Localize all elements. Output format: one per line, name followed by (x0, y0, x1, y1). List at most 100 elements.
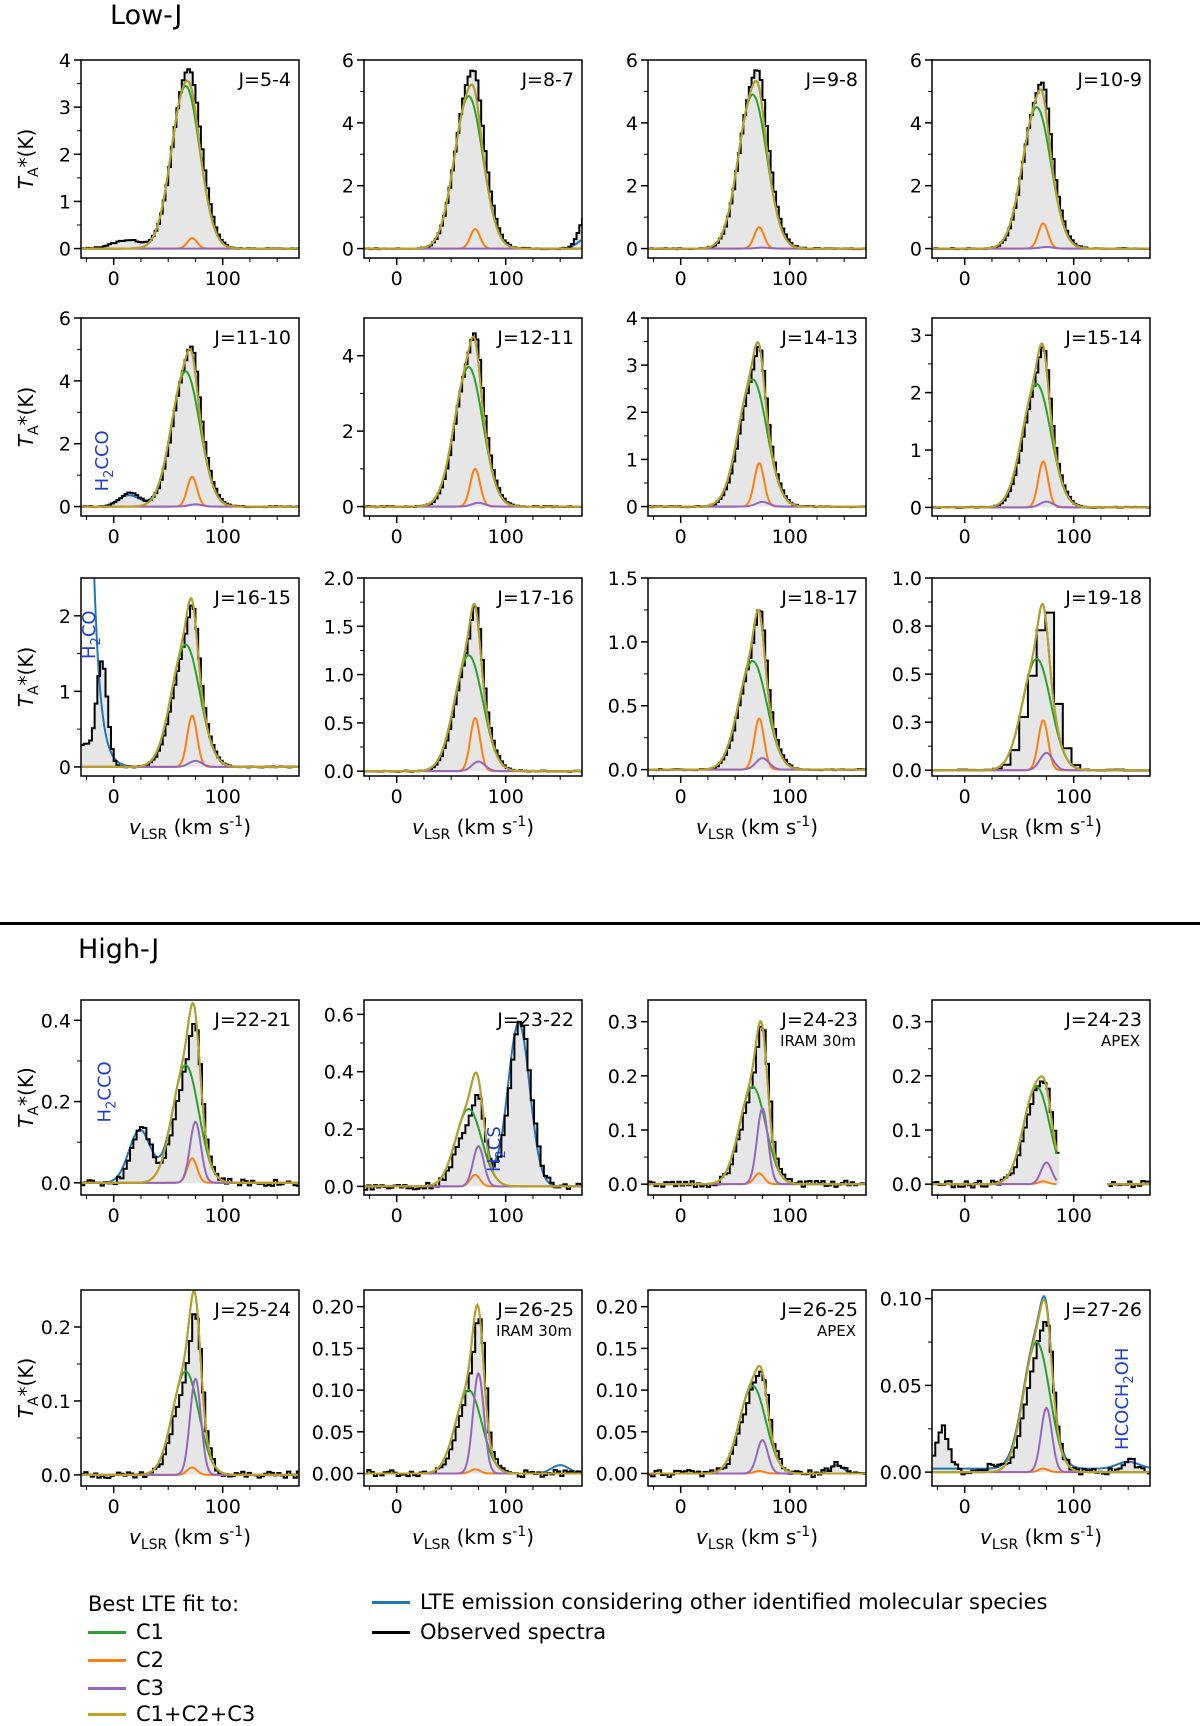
y-tick-label: 0.5 (608, 696, 638, 718)
y-tick-label: 2 (910, 176, 922, 198)
y-tick-label: 0 (910, 239, 922, 261)
y-tick-label: 0.10 (312, 1380, 354, 1402)
panel-title: J=10-9 (1076, 69, 1142, 91)
x-tick-label: 100 (488, 268, 524, 290)
x-tick-label: 0 (959, 526, 971, 548)
total-fit-line (81, 347, 299, 508)
total-fit-line (364, 1303, 582, 1475)
y-tick-label: 0.0 (324, 1176, 354, 1198)
y-tick-label: 0.1 (892, 1120, 922, 1142)
y-tick-label: 2 (626, 402, 638, 424)
y-tick-label: 0.2 (41, 1317, 71, 1339)
x-tick-label: 0 (391, 1205, 403, 1227)
x-tick-label: 100 (488, 786, 524, 808)
panel-frame (363, 577, 583, 777)
panel-frame (647, 999, 867, 1196)
observed-spectrum (364, 1318, 582, 1478)
x-tick-label: 100 (1056, 526, 1092, 548)
x-tick-label: 100 (1056, 786, 1092, 808)
panel-title: J=8-7 (520, 69, 574, 91)
y-tick-label: 4 (342, 346, 354, 368)
total-fit-line (81, 1001, 299, 1184)
panel-plot-area (648, 1019, 866, 1188)
species-label: H2CCO (92, 430, 117, 491)
x-tick-label: 0 (675, 1205, 687, 1227)
y-tick-label: 2 (342, 421, 354, 443)
panel-title: J=9-8 (804, 69, 858, 91)
y-axis-label: TA*(K) (14, 1067, 42, 1128)
y-tick-label: 6 (626, 50, 638, 72)
y-tick-label: 0.5 (892, 664, 922, 686)
legend-c2: C2 (88, 1648, 164, 1672)
y-tick-label: 0.2 (892, 1066, 922, 1088)
total-fit-line (81, 79, 299, 250)
observed-spectrum (81, 1313, 299, 1480)
species-label: H2CCO (94, 1061, 119, 1122)
panel-frame (80, 1289, 300, 1487)
y-tick-label: 4 (626, 308, 638, 330)
y-tick-label: 4 (910, 113, 922, 135)
panel-subtitle: APEX (1101, 1032, 1140, 1050)
y-tick-label: 0.2 (324, 1119, 354, 1141)
total-fit-line (932, 1298, 1150, 1474)
observed-fill (934, 82, 1150, 249)
x-tick-label: 100 (205, 1205, 241, 1227)
observed-fill (84, 1023, 291, 1183)
low-j-title: Low-J (110, 0, 183, 31)
panel-title: J=22-21 (213, 1009, 291, 1031)
x-tick-label: 0 (675, 268, 687, 290)
y-tick-label: 1.5 (608, 568, 638, 590)
x-tick-label: 100 (772, 526, 808, 548)
panel-frame (931, 317, 1151, 517)
y-tick-label: 2 (626, 176, 638, 198)
y-tick-label: 0.15 (596, 1338, 638, 1360)
y-tick-label: 0.1 (41, 1391, 71, 1413)
x-axis-label: vLSR (km s-1) (980, 1524, 1102, 1553)
total-fit-line (648, 1019, 866, 1186)
x-tick-label: 100 (488, 526, 524, 548)
panel-20: 0.00 0.05 0.10 0 100 J=27-26 vLSR (km s-1) HCOC… (880, 1289, 1151, 1553)
y-tick-label: 6 (342, 50, 354, 72)
panel-12: 0.0 0.3 0.5 0.8 1.0 0 100 J=19-18 vLSR (km s-1) (892, 568, 1151, 843)
total-fit-line (648, 340, 866, 508)
x-axis-label: vLSR (km s-1) (696, 814, 818, 843)
y-tick-label: 0 (626, 239, 638, 261)
panel-10: 0.0 0.5 1.0 1.5 2.0 0 100 J=17-16 vLSR (km s-1) (324, 568, 583, 843)
observed-fill (949, 612, 1150, 771)
y-tick-label: 4 (342, 113, 354, 135)
observed-fill (650, 70, 866, 249)
total-fit-line (648, 1364, 866, 1475)
x-axis-label: vLSR (km s-1) (129, 814, 251, 843)
legend-c1: C1 (88, 1620, 164, 1644)
x-tick-label: 100 (772, 1496, 808, 1518)
total-fit-line (648, 608, 866, 771)
y-tick-label: 0.10 (880, 1289, 922, 1311)
x-tick-label: 100 (772, 268, 808, 290)
y-tick-label: 0.4 (41, 1010, 71, 1032)
panel-plot-area (932, 81, 1150, 251)
y-tick-label: 0 (59, 757, 71, 779)
observed-fill (364, 606, 582, 772)
x-tick-label: 0 (391, 526, 403, 548)
panel-title: J=15-14 (1064, 327, 1142, 349)
total-fit-line (81, 596, 299, 768)
y-tick-label: 0.3 (892, 712, 922, 734)
y-tick-label: 1.5 (324, 616, 354, 638)
x-tick-label: 100 (205, 268, 241, 290)
panel-plot-area (648, 608, 866, 772)
y-tick-label: 0.00 (596, 1463, 638, 1485)
x-axis-label: vLSR (km s-1) (980, 814, 1102, 843)
total-fit-line (364, 602, 582, 773)
x-axis-label: vLSR (km s-1) (129, 1524, 251, 1553)
panel-plot-area (81, 1001, 299, 1187)
y-tick-label: 6 (59, 308, 71, 330)
panel-plot-area (932, 602, 1150, 772)
panel-7: 0 1 2 3 4 0 100 J=14-13 (626, 308, 867, 548)
observed-fill (653, 610, 866, 770)
y-tick-label: 2 (59, 606, 71, 628)
panel-frame (647, 59, 867, 259)
panel-frame (80, 59, 300, 259)
